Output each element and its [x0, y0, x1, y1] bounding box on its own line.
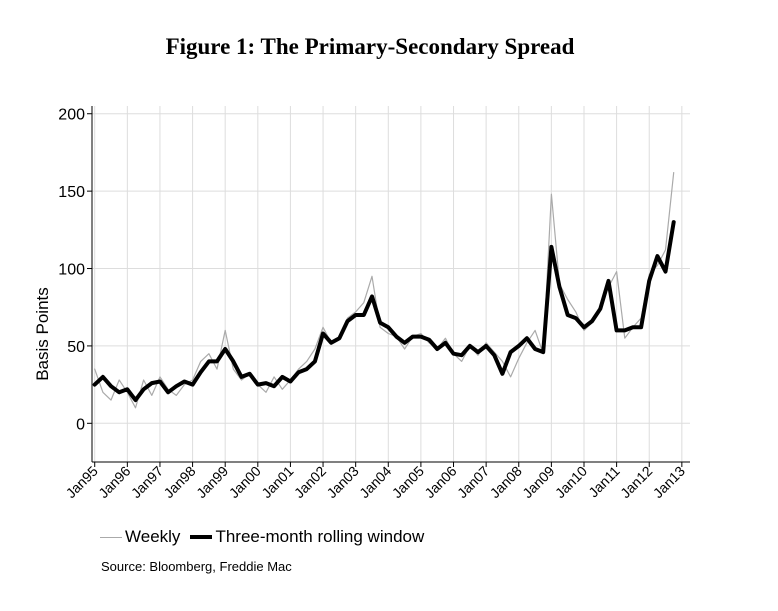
x-tick-label: Jan98	[160, 463, 198, 501]
x-tick-label: Jan04	[356, 463, 394, 501]
x-tick-label: Jan01	[258, 463, 296, 501]
x-tick-label: Jan12	[617, 463, 655, 501]
legend: Weekly Three-month rolling window	[100, 527, 434, 547]
x-tick-label: Jan99	[193, 463, 231, 501]
x-tick-label: Jan08	[487, 463, 525, 501]
y-tick-label: 200	[58, 107, 85, 124]
x-tick-label: Jan09	[519, 463, 557, 501]
chart-title: Figure 1: The Primary-Secondary Spread	[165, 34, 575, 59]
source-note: Source: Bloomberg, Freddie Mac	[101, 559, 292, 574]
y-axis: 0 50 100 150 200	[58, 107, 690, 433]
x-tick-label: Jan06	[421, 463, 459, 501]
legend-label-rolling: Three-month rolling window	[215, 527, 425, 546]
x-tick-label: Jan03	[323, 463, 361, 501]
x-tick-label: Jan10	[552, 463, 590, 501]
x-tick-label: Jan11	[585, 463, 623, 501]
x-tick-label: Jan00	[226, 463, 264, 501]
y-axis-label: Basis Points	[33, 287, 52, 381]
plot-area	[92, 106, 690, 462]
x-tick-label: Jan95	[63, 463, 101, 501]
legend-swatch-rolling	[190, 535, 213, 539]
x-tick-label: Jan05	[389, 463, 427, 501]
y-tick-label: 0	[76, 416, 85, 433]
legend-item-weekly: Weekly	[100, 527, 180, 547]
y-tick-label: 50	[67, 339, 85, 356]
legend-swatch-weekly	[100, 536, 122, 538]
x-tick-label: Jan13	[650, 463, 688, 501]
series-line-rolling	[92, 220, 676, 403]
legend-item-rolling: Three-month rolling window	[190, 527, 424, 547]
x-tick-label: Jan07	[454, 463, 492, 501]
x-tick-label: Jan02	[291, 463, 329, 501]
legend-label-weekly: Weekly	[125, 527, 181, 546]
x-tick-label: Jan97	[128, 463, 166, 501]
series-line-weekly	[94, 172, 675, 409]
y-tick-label: 150	[58, 184, 85, 201]
x-tick-label: Jan96	[95, 463, 133, 501]
y-tick-label: 100	[58, 262, 85, 279]
